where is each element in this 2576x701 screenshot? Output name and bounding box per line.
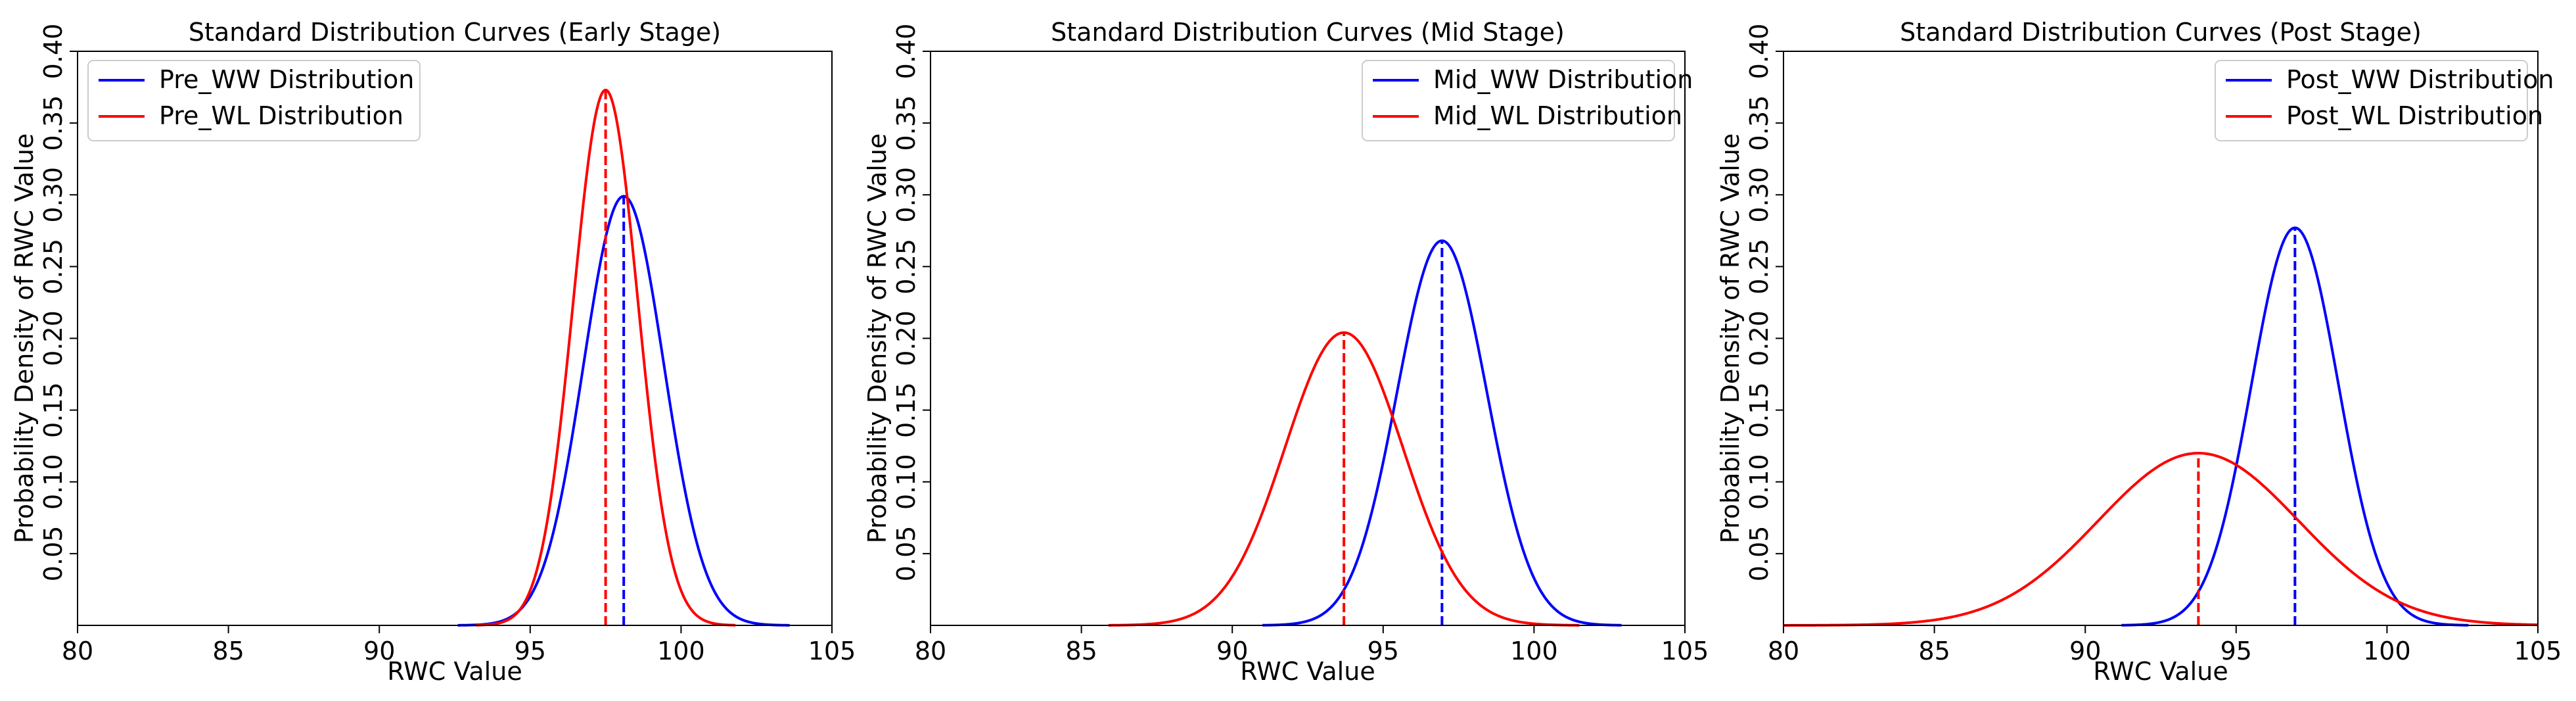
chart-panel-2: 80 85 90 95 100 105 0.05 0.10 0.15 0.20 0.25 0.30 0.… xyxy=(863,18,1709,686)
y-tick-label: 0.25 xyxy=(892,239,921,295)
x-tick-label: 95 xyxy=(2220,637,2252,665)
y-tick-label: 0.15 xyxy=(1745,382,1774,438)
y-tick-label: 0.40 xyxy=(1745,24,1774,80)
chart-title: Standard Distribution Curves (Mid Stage) xyxy=(1051,18,1565,47)
y-tick-label: 0.35 xyxy=(892,95,921,151)
x-axis-label: RWC Value xyxy=(2093,657,2228,686)
y-tick-label: 0.30 xyxy=(1745,167,1774,223)
legend-label: Pre_WW Distribution xyxy=(159,65,414,94)
legend: Mid_WW Distribution Mid_WL Distribution xyxy=(1362,60,1693,141)
x-tick-label: 105 xyxy=(808,637,856,665)
chart-panel-3: 80 85 90 95 100 105 0.05 0.10 0.15 0.20 0.25 0.30 0.… xyxy=(1716,18,2562,686)
curve-pre-wl-distribution xyxy=(476,88,736,627)
y-tick-label: 0.30 xyxy=(39,167,68,223)
y-tick-label: 0.10 xyxy=(39,454,68,510)
legend: Post_WW Distribution Post_WL Distribution xyxy=(2215,60,2554,141)
x-tick-label: 100 xyxy=(1510,637,1558,665)
legend-label: Post_WL Distribution xyxy=(2286,101,2543,130)
chart-title: Standard Distribution Curves (Post Stage… xyxy=(1900,18,2422,47)
x-tick-label: 105 xyxy=(1661,637,1709,665)
y-tick-label: 0.35 xyxy=(1745,95,1774,151)
y-tick-label: 0.10 xyxy=(892,454,921,510)
y-tick-label: 0.05 xyxy=(1745,526,1774,582)
y-tick-label: 0.15 xyxy=(39,382,68,438)
y-tick-label: 0.05 xyxy=(892,526,921,582)
legend: Pre_WW Distribution Pre_WL Distribution xyxy=(87,60,421,141)
y-tick-label: 0.40 xyxy=(39,24,68,80)
x-tick-label: 80 xyxy=(915,637,946,665)
y-tick-label: 0.20 xyxy=(892,310,921,366)
legend-label: Post_WW Distribution xyxy=(2286,65,2554,94)
legend-label: Mid_WL Distribution xyxy=(1433,101,1682,130)
y-tick-label: 0.05 xyxy=(39,526,68,582)
x-axis-label: RWC Value xyxy=(387,657,522,686)
y-tick-label: 0.20 xyxy=(1745,310,1774,366)
x-tick-label: 95 xyxy=(1368,637,1399,665)
y-tick-label: 0.10 xyxy=(1745,454,1774,510)
chart-panel-1: 80 85 90 95 100 105 0.05 0.10 0.15 0.20 0.25 0.30 0.… xyxy=(10,18,856,686)
x-tick-label: 100 xyxy=(2363,637,2411,665)
chart-title: Standard Distribution Curves (Early Stag… xyxy=(189,18,721,47)
y-tick-label: 0.30 xyxy=(892,167,921,223)
legend-label: Pre_WL Distribution xyxy=(159,101,403,130)
x-tick-label: 90 xyxy=(363,637,395,665)
x-tick-label: 90 xyxy=(2069,637,2101,665)
y-tick-label: 0.40 xyxy=(892,24,921,80)
curve-post-wl-distribution xyxy=(1783,452,2539,627)
x-tick-label: 90 xyxy=(1216,637,1248,665)
x-tick-label: 100 xyxy=(657,637,705,665)
x-tick-label: 105 xyxy=(2514,637,2562,665)
x-tick-label: 80 xyxy=(62,637,93,665)
x-axis-label: RWC Value xyxy=(1240,657,1375,686)
y-axis-label: Probability Density of RWC Value xyxy=(10,133,39,544)
y-axis-label: Probability Density of RWC Value xyxy=(863,133,892,544)
y-tick-label: 0.15 xyxy=(892,382,921,438)
legend-box xyxy=(2215,60,2528,141)
legend-box xyxy=(1362,60,1675,141)
y-tick-label: 0.25 xyxy=(1745,239,1774,295)
y-tick-label: 0.25 xyxy=(39,239,68,295)
x-tick-label: 85 xyxy=(212,637,244,665)
legend-box xyxy=(87,60,421,141)
legend-label: Mid_WW Distribution xyxy=(1433,65,1693,94)
y-axis-label: Probability Density of RWC Value xyxy=(1716,133,1745,544)
x-tick-label: 85 xyxy=(1918,637,1950,665)
x-tick-label: 95 xyxy=(515,637,546,665)
x-tick-label: 85 xyxy=(1065,637,1097,665)
y-tick-label: 0.35 xyxy=(39,95,68,151)
y-tick-label: 0.20 xyxy=(39,310,68,366)
x-tick-label: 80 xyxy=(1768,637,1799,665)
